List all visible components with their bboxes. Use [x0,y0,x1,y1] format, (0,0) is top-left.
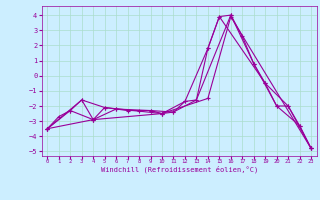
X-axis label: Windchill (Refroidissement éolien,°C): Windchill (Refroidissement éolien,°C) [100,166,258,173]
